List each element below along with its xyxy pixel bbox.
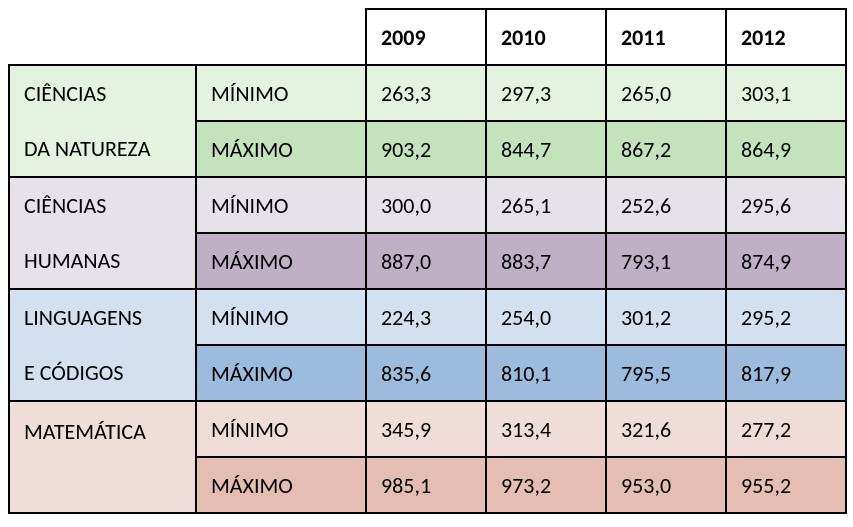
cell: 810,1 (486, 345, 606, 401)
section-label: CIÊNCIAS HUMANAS (9, 177, 196, 289)
section-label-line: LINGUAGENS (24, 304, 181, 331)
section-label: CIÊNCIAS DA NATUREZA (9, 65, 196, 177)
cell: 874,9 (726, 233, 846, 289)
cell: 864,9 (726, 121, 846, 177)
cell: 793,1 (606, 233, 726, 289)
stat-label-max: MÁXIMO (196, 233, 366, 289)
cell: 835,6 (366, 345, 486, 401)
section-label-line: E CÓDIGOS (24, 359, 181, 386)
cell: 883,7 (486, 233, 606, 289)
section-label: MATEMÁTICA (9, 401, 196, 513)
table-row: LINGUAGENS E CÓDIGOS MÍNIMO 224,3 254,0 … (9, 289, 846, 345)
cell: 265,1 (486, 177, 606, 233)
section-label-line: MATEMÁTICA (24, 418, 146, 445)
cell: 295,6 (726, 177, 846, 233)
stat-label-max: MÁXIMO (196, 345, 366, 401)
cell: 887,0 (366, 233, 486, 289)
cell: 300,0 (366, 177, 486, 233)
cell: 295,2 (726, 289, 846, 345)
cell: 254,0 (486, 289, 606, 345)
cell: 817,9 (726, 345, 846, 401)
section-label-line: CIÊNCIAS (24, 192, 181, 219)
header-blank (196, 9, 366, 65)
cell: 263,3 (366, 65, 486, 121)
section-label-line: CIÊNCIAS (24, 80, 181, 107)
cell: 973,2 (486, 457, 606, 513)
stat-label-min: MÍNIMO (196, 65, 366, 121)
cell: 345,9 (366, 401, 486, 457)
stat-label-max: MÁXIMO (196, 121, 366, 177)
cell: 224,3 (366, 289, 486, 345)
table-row: MATEMÁTICA MÍNIMO 345,9 313,4 321,6 277,… (9, 401, 846, 457)
cell: 867,2 (606, 121, 726, 177)
cell: 795,5 (606, 345, 726, 401)
year-header: 2010 (486, 9, 606, 65)
cell: 297,3 (486, 65, 606, 121)
cell: 953,0 (606, 457, 726, 513)
header-blank (9, 9, 196, 65)
cell: 985,1 (366, 457, 486, 513)
scores-table: 2009 2010 2011 2012 CIÊNCIAS DA NATUREZA… (8, 8, 847, 514)
year-header: 2011 (606, 9, 726, 65)
cell: 844,7 (486, 121, 606, 177)
section-label-line: DA NATUREZA (24, 135, 181, 162)
cell: 252,6 (606, 177, 726, 233)
table-row: CIÊNCIAS HUMANAS MÍNIMO 300,0 265,1 252,… (9, 177, 846, 233)
stat-label-max: MÁXIMO (196, 457, 366, 513)
cell: 277,2 (726, 401, 846, 457)
cell: 313,4 (486, 401, 606, 457)
section-label-line: HUMANAS (24, 247, 181, 274)
header-row: 2009 2010 2011 2012 (9, 9, 846, 65)
year-header: 2009 (366, 9, 486, 65)
stat-label-min: MÍNIMO (196, 289, 366, 345)
stat-label-min: MÍNIMO (196, 177, 366, 233)
table-row: CIÊNCIAS DA NATUREZA MÍNIMO 263,3 297,3 … (9, 65, 846, 121)
cell: 903,2 (366, 121, 486, 177)
section-label: LINGUAGENS E CÓDIGOS (9, 289, 196, 401)
year-header: 2012 (726, 9, 846, 65)
cell: 321,6 (606, 401, 726, 457)
cell: 265,0 (606, 65, 726, 121)
cell: 301,2 (606, 289, 726, 345)
cell: 955,2 (726, 457, 846, 513)
stat-label-min: MÍNIMO (196, 401, 366, 457)
cell: 303,1 (726, 65, 846, 121)
